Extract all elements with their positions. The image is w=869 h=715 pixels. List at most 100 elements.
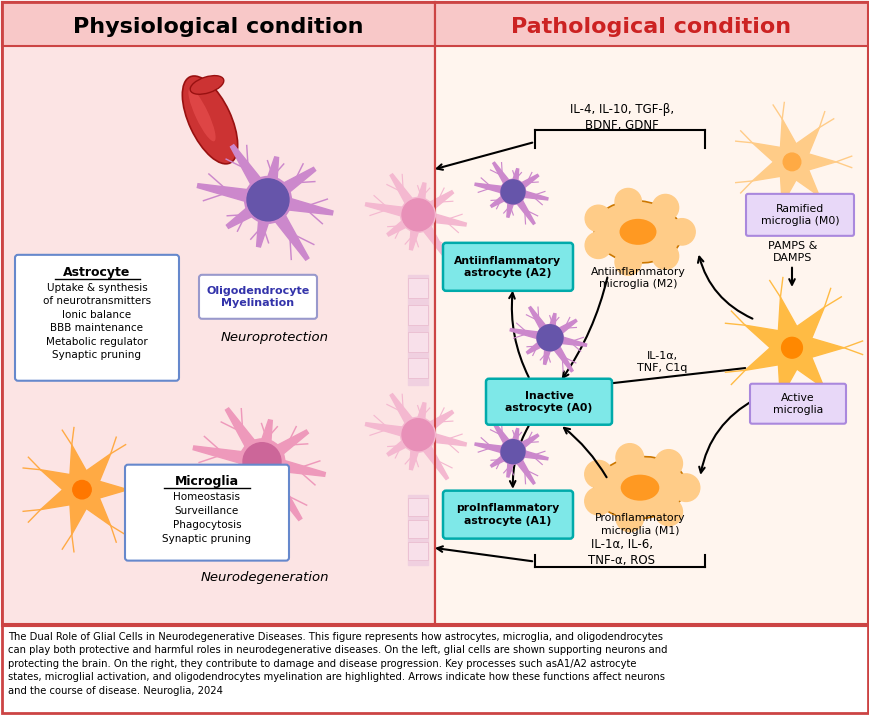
- Circle shape: [668, 219, 694, 245]
- Circle shape: [782, 153, 799, 171]
- Text: Neuroprotection: Neuroprotection: [221, 331, 328, 344]
- Text: of neurotransmitters: of neurotransmitters: [43, 296, 151, 306]
- Text: Antiinflammatory
microglia (M2): Antiinflammatory microglia (M2): [590, 267, 685, 289]
- Ellipse shape: [620, 475, 659, 500]
- Polygon shape: [365, 203, 419, 220]
- Polygon shape: [415, 191, 453, 220]
- Polygon shape: [490, 188, 514, 207]
- Polygon shape: [263, 167, 315, 207]
- Polygon shape: [389, 174, 422, 218]
- Circle shape: [584, 488, 612, 515]
- Text: Inactive
astrocyte (A0): Inactive astrocyte (A0): [505, 390, 592, 413]
- FancyBboxPatch shape: [408, 332, 428, 352]
- Polygon shape: [512, 448, 547, 460]
- Polygon shape: [413, 431, 448, 480]
- FancyBboxPatch shape: [434, 2, 867, 623]
- Polygon shape: [409, 433, 423, 470]
- Circle shape: [780, 337, 801, 358]
- Polygon shape: [474, 443, 514, 455]
- Text: Ionic balance: Ionic balance: [63, 310, 131, 320]
- Text: Pathological condition: Pathological condition: [510, 17, 790, 37]
- Polygon shape: [492, 162, 516, 194]
- Polygon shape: [547, 320, 576, 342]
- Polygon shape: [490, 448, 514, 467]
- Circle shape: [652, 194, 678, 221]
- Circle shape: [401, 419, 434, 450]
- Polygon shape: [416, 209, 466, 226]
- Polygon shape: [492, 422, 516, 454]
- Circle shape: [585, 232, 611, 259]
- Text: Antiinflammatory
astrocyte (A2): Antiinflammatory astrocyte (A2): [454, 256, 561, 278]
- Text: Physiological condition: Physiological condition: [73, 17, 363, 37]
- Circle shape: [654, 498, 681, 526]
- Polygon shape: [225, 408, 268, 466]
- FancyBboxPatch shape: [408, 520, 428, 538]
- Polygon shape: [474, 183, 514, 196]
- FancyBboxPatch shape: [745, 194, 853, 236]
- Circle shape: [614, 249, 640, 275]
- Text: proInflammatory
astrocyte (A1): proInflammatory astrocyte (A1): [456, 503, 559, 526]
- Circle shape: [500, 439, 525, 464]
- Text: Phagocytosis: Phagocytosis: [172, 520, 241, 530]
- Polygon shape: [222, 455, 266, 490]
- Polygon shape: [262, 196, 308, 260]
- Polygon shape: [528, 307, 553, 340]
- Polygon shape: [509, 329, 550, 342]
- Polygon shape: [387, 210, 421, 236]
- Polygon shape: [415, 410, 453, 440]
- FancyBboxPatch shape: [2, 2, 434, 623]
- Ellipse shape: [619, 219, 656, 245]
- Polygon shape: [193, 446, 263, 469]
- Polygon shape: [255, 420, 272, 463]
- Polygon shape: [389, 394, 422, 438]
- Text: PAMPS &
DAMPS: PAMPS & DAMPS: [767, 241, 817, 263]
- Circle shape: [585, 205, 611, 232]
- Polygon shape: [508, 169, 518, 193]
- Polygon shape: [546, 335, 573, 372]
- Polygon shape: [512, 188, 547, 200]
- FancyBboxPatch shape: [408, 542, 428, 560]
- Polygon shape: [509, 189, 534, 225]
- Circle shape: [777, 147, 806, 177]
- Circle shape: [247, 179, 289, 221]
- Text: Synaptic pruning: Synaptic pruning: [52, 350, 142, 360]
- Polygon shape: [416, 429, 466, 446]
- Text: IL-1α, IL-6,
TNF-α, ROS: IL-1α, IL-6, TNF-α, ROS: [587, 538, 654, 567]
- FancyBboxPatch shape: [125, 465, 289, 561]
- Circle shape: [536, 325, 562, 351]
- Polygon shape: [545, 313, 555, 339]
- Circle shape: [672, 474, 699, 501]
- Polygon shape: [260, 157, 278, 202]
- Polygon shape: [365, 423, 419, 440]
- FancyBboxPatch shape: [15, 255, 179, 381]
- Text: The Dual Role of Glial Cells in Neurodegenerative Diseases. This figure represen: The Dual Role of Glial Cells in Neurodeg…: [8, 631, 667, 696]
- Text: IL-4, IL-10, TGF-β,
BDNF, GDNF: IL-4, IL-10, TGF-β, BDNF, GDNF: [569, 104, 673, 132]
- FancyBboxPatch shape: [408, 358, 428, 378]
- Polygon shape: [507, 191, 516, 217]
- Polygon shape: [260, 454, 325, 476]
- Circle shape: [652, 243, 678, 270]
- Circle shape: [654, 450, 681, 477]
- Text: Homeostasis: Homeostasis: [173, 492, 240, 502]
- Polygon shape: [507, 451, 516, 477]
- Text: Metabolic regulator: Metabolic regulator: [46, 337, 148, 347]
- Circle shape: [400, 197, 434, 232]
- Circle shape: [242, 443, 281, 480]
- Ellipse shape: [594, 201, 681, 263]
- Text: Active
microglia: Active microglia: [772, 393, 822, 415]
- Circle shape: [239, 439, 284, 485]
- Polygon shape: [548, 333, 586, 346]
- Circle shape: [615, 504, 643, 532]
- Circle shape: [244, 177, 291, 223]
- FancyBboxPatch shape: [442, 490, 573, 538]
- Ellipse shape: [189, 89, 216, 142]
- FancyBboxPatch shape: [408, 278, 428, 297]
- Text: Ramified
microglia (M0): Ramified microglia (M0): [760, 204, 839, 226]
- Polygon shape: [409, 214, 423, 250]
- Text: BBB maintenance: BBB maintenance: [50, 323, 143, 333]
- Polygon shape: [255, 458, 302, 521]
- Polygon shape: [526, 334, 552, 354]
- Polygon shape: [226, 193, 272, 228]
- Polygon shape: [509, 449, 534, 484]
- FancyBboxPatch shape: [408, 305, 428, 325]
